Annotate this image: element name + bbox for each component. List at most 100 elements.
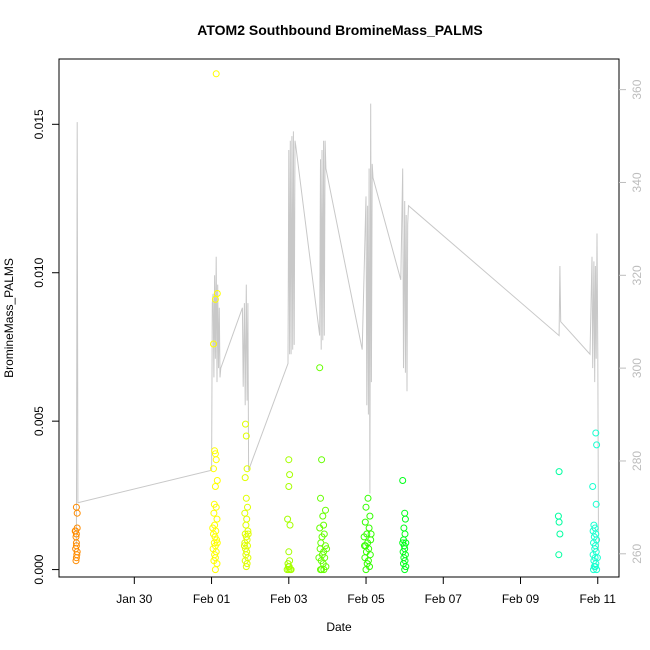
y-tick-label: 0.000 bbox=[32, 554, 46, 584]
data-point bbox=[242, 420, 249, 428]
y2-tick-label: 260 bbox=[630, 543, 644, 563]
x-tick-label: Feb 01 bbox=[193, 592, 231, 606]
data-point bbox=[364, 494, 372, 502]
data-point bbox=[319, 512, 327, 520]
line-series bbox=[75, 103, 599, 550]
data-point bbox=[286, 471, 294, 479]
data-point bbox=[593, 441, 601, 449]
data-point bbox=[211, 447, 219, 455]
y-tick-label: 0.005 bbox=[32, 406, 46, 436]
data-point bbox=[323, 545, 331, 553]
data-point bbox=[284, 515, 292, 523]
x-tick-label: Feb 03 bbox=[270, 592, 308, 606]
data-point bbox=[591, 563, 599, 571]
data-point bbox=[589, 483, 597, 490]
data-point bbox=[362, 566, 370, 574]
data-point bbox=[72, 542, 80, 550]
data-point bbox=[317, 494, 324, 502]
data-point bbox=[592, 429, 600, 437]
data-point bbox=[242, 563, 250, 571]
data-point bbox=[211, 295, 219, 303]
x-axis: Jan 30 Feb 01 Feb 03 Feb 05 Feb 07 Feb 09 Feb … bbox=[116, 577, 616, 606]
data-point bbox=[244, 530, 252, 538]
data-point bbox=[365, 524, 373, 532]
data-point bbox=[213, 477, 221, 484]
x-tick-label: Feb 05 bbox=[347, 592, 385, 606]
data-point bbox=[322, 506, 329, 514]
data-point bbox=[243, 560, 251, 568]
data-point bbox=[593, 554, 601, 562]
data-point bbox=[242, 521, 250, 529]
data-point bbox=[401, 566, 409, 574]
data-point bbox=[211, 483, 219, 490]
x-axis-label: Date bbox=[326, 620, 352, 634]
chart-title: ATOM2 Southbound BromineMass_PALMS bbox=[197, 22, 482, 38]
data-point bbox=[362, 503, 370, 511]
data-point bbox=[316, 524, 324, 532]
data-point bbox=[366, 551, 374, 559]
y2-tick-label: 360 bbox=[630, 79, 644, 99]
data-point bbox=[367, 530, 375, 538]
data-point bbox=[322, 542, 329, 550]
data-point bbox=[71, 527, 79, 535]
data-point bbox=[402, 563, 410, 571]
data-point bbox=[285, 548, 293, 556]
data-point bbox=[242, 494, 250, 502]
data-point bbox=[400, 524, 408, 532]
data-point bbox=[315, 554, 323, 562]
data-point bbox=[73, 509, 81, 517]
y2-axis: 260 280 300 320 340 360 bbox=[619, 79, 644, 564]
y-tick-label: 0.015 bbox=[32, 109, 46, 139]
x-tick-label: Feb 09 bbox=[502, 592, 540, 606]
y2-tick-label: 300 bbox=[630, 358, 644, 378]
data-point bbox=[318, 566, 326, 574]
y2-tick-label: 340 bbox=[630, 172, 644, 192]
data-point bbox=[360, 533, 368, 541]
data-point bbox=[285, 456, 293, 464]
data-point bbox=[320, 566, 328, 574]
data-point bbox=[212, 456, 220, 464]
data-point bbox=[213, 515, 221, 523]
data-point bbox=[285, 566, 293, 574]
y2-tick-label: 280 bbox=[630, 451, 644, 471]
data-point bbox=[554, 512, 562, 520]
data-point bbox=[243, 515, 251, 523]
data-point bbox=[209, 524, 217, 532]
data-point bbox=[555, 551, 563, 559]
y-axis: 0.000 0.005 0.010 0.015 bbox=[32, 109, 59, 585]
data-point bbox=[318, 456, 326, 464]
data-point bbox=[242, 432, 250, 440]
data-point bbox=[556, 530, 564, 538]
data-point bbox=[399, 477, 407, 484]
data-point bbox=[212, 70, 220, 78]
data-point bbox=[210, 340, 217, 348]
data-point bbox=[555, 518, 563, 526]
data-point bbox=[286, 521, 294, 529]
data-point bbox=[399, 539, 407, 547]
data-point bbox=[240, 542, 248, 550]
data-point bbox=[72, 557, 80, 565]
data-point bbox=[210, 465, 217, 473]
x-tick-label: Feb 11 bbox=[580, 592, 617, 606]
data-point bbox=[401, 515, 409, 523]
data-point bbox=[211, 566, 219, 574]
data-point bbox=[401, 509, 409, 517]
data-point bbox=[555, 468, 563, 476]
data-point bbox=[213, 539, 221, 547]
data-point bbox=[244, 503, 251, 511]
data-point bbox=[316, 364, 324, 372]
data-point bbox=[241, 474, 249, 482]
y-tick-label: 0.010 bbox=[32, 257, 46, 287]
data-point bbox=[401, 530, 409, 538]
y2-tick-label: 320 bbox=[630, 265, 644, 285]
data-point bbox=[361, 518, 369, 526]
data-point bbox=[366, 512, 374, 520]
data-point bbox=[241, 509, 249, 517]
data-point bbox=[212, 503, 220, 511]
scatter-points bbox=[71, 70, 601, 574]
y-axis-label: BromineMass_PALMS bbox=[2, 258, 16, 378]
data-point bbox=[361, 542, 368, 550]
gray-line bbox=[75, 103, 599, 550]
data-point bbox=[592, 500, 600, 508]
